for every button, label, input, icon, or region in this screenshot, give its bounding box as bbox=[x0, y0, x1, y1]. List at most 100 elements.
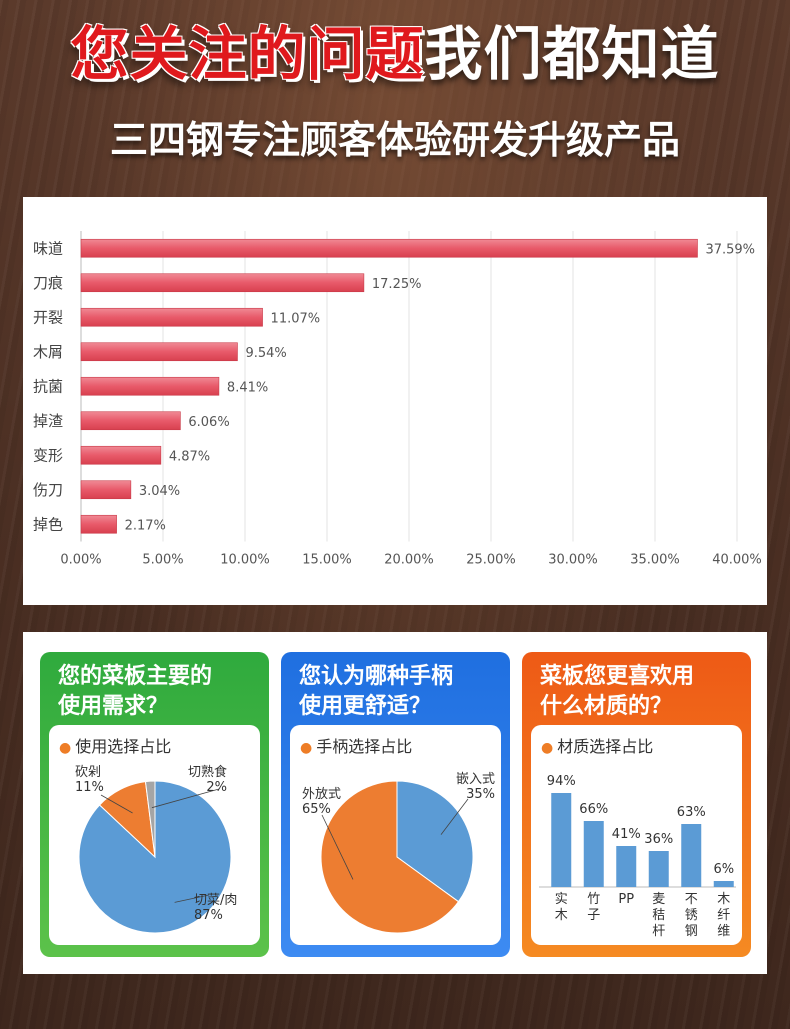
column-value-label: 66% bbox=[579, 802, 608, 817]
handle-label-text: 手柄选择占比 bbox=[316, 737, 413, 756]
bar bbox=[80, 273, 365, 293]
value-label: 2.17% bbox=[125, 518, 166, 533]
pie-slice-percent: 11% bbox=[75, 780, 104, 795]
value-label: 6.06% bbox=[188, 415, 229, 430]
usage-card-title: 您的菜板主要的 使用需求？ bbox=[58, 662, 258, 722]
column-category-label: 实木 bbox=[555, 892, 568, 923]
handle-card-title-line1: 您认为哪种手柄 bbox=[299, 664, 454, 689]
column-category-label: PP bbox=[618, 892, 634, 907]
material-chart-label: ● 材质选择占比 bbox=[541, 733, 653, 757]
leader-line bbox=[440, 798, 469, 835]
column-bar bbox=[648, 851, 669, 887]
value-label: 37.59% bbox=[705, 242, 755, 257]
pie-slice-percent: 65% bbox=[302, 802, 331, 817]
category-label: 味道 bbox=[33, 239, 63, 257]
x-tick-label: 0.00% bbox=[60, 553, 101, 568]
column-bar bbox=[681, 824, 702, 887]
bar bbox=[80, 376, 220, 396]
column-category-label: 麦秸杆 bbox=[652, 892, 665, 939]
column-value-label: 6% bbox=[713, 862, 734, 877]
material-card: 菜板您更喜欢用 什么材质的？ ● 材质选择占比 94% 实木 66% 竹子 41% PP 36… bbox=[522, 652, 751, 957]
pie-slice-label: 嵌入式 bbox=[456, 772, 495, 787]
leader-line bbox=[321, 814, 354, 880]
material-label-text: 材质选择占比 bbox=[557, 737, 654, 756]
bullet-dot-icon: ● bbox=[541, 740, 554, 756]
pie-slice bbox=[78, 780, 232, 934]
pie-slice bbox=[144, 780, 156, 858]
pie-slice-percent: 87% bbox=[194, 908, 223, 923]
column-bar bbox=[713, 881, 734, 887]
handle-chart-box: ● 手柄选择占比 嵌入式 35% 外放式 65% bbox=[290, 725, 501, 945]
pie-slice-percent: 35% bbox=[466, 787, 495, 802]
usage-label-text: 使用选择占比 bbox=[75, 737, 172, 756]
x-tick-label: 10.00% bbox=[220, 553, 270, 568]
x-tick-label: 20.00% bbox=[384, 553, 434, 568]
usage-card-title-line1: 您的菜板主要的 bbox=[58, 664, 213, 689]
column-value-label: 94% bbox=[547, 774, 576, 789]
leader-line bbox=[151, 788, 220, 809]
category-label: 伤刀 bbox=[33, 481, 63, 499]
material-chart-box: ● 材质选择占比 94% 实木 66% 竹子 41% PP 36% 麦秸杆 63% 不锈钢 6% 木纤维 bbox=[531, 725, 742, 945]
usage-card-title-line2: 使用需求？ bbox=[58, 694, 169, 719]
bullet-dot-icon: ● bbox=[59, 740, 72, 756]
column-bar bbox=[551, 793, 572, 887]
bar bbox=[80, 411, 181, 431]
category-label: 刀痕 bbox=[33, 274, 63, 292]
value-label: 9.54% bbox=[245, 346, 286, 361]
pie-slice-percent: 2% bbox=[206, 780, 227, 795]
x-tick-label: 35.00% bbox=[630, 553, 680, 568]
x-tick-label: 25.00% bbox=[466, 553, 516, 568]
usage-card: 您的菜板主要的 使用需求？ ● 使用选择占比 切菜/肉 87% 砍剁 11% 切熟食 2% bbox=[40, 652, 269, 957]
page-subtitle: 三四钢专注顾客体验研发升级产品 bbox=[109, 118, 680, 162]
x-tick-label: 40.00% bbox=[712, 553, 762, 568]
material-card-title: 菜板您更喜欢用 什么材质的？ bbox=[540, 662, 740, 722]
pie-slice bbox=[320, 780, 460, 934]
pie-slice-label: 切菜/肉 bbox=[194, 893, 237, 908]
bar bbox=[80, 307, 263, 327]
bar bbox=[80, 238, 698, 258]
bar bbox=[80, 514, 117, 534]
x-tick-label: 5.00% bbox=[142, 553, 183, 568]
category-label: 抗菌 bbox=[33, 377, 63, 395]
category-label: 变形 bbox=[33, 446, 63, 464]
value-label: 11.07% bbox=[271, 311, 321, 326]
value-label: 8.41% bbox=[227, 380, 268, 395]
x-tick-label: 15.00% bbox=[302, 553, 352, 568]
material-card-title-line1: 菜板您更喜欢用 bbox=[540, 664, 695, 689]
pie-slice-label: 砍剁 bbox=[75, 765, 101, 780]
value-label: 17.25% bbox=[372, 277, 422, 292]
defect-bar-chart: 0.00% 5.00% 10.00% 15.00% 20.00% 25.00% 30.00%… bbox=[33, 231, 762, 568]
column-category-label: 木纤维 bbox=[717, 892, 730, 939]
handle-chart-label: ● 手柄选择占比 bbox=[300, 733, 412, 757]
bar bbox=[80, 342, 238, 362]
usage-chart-box: ● 使用选择占比 切菜/肉 87% 砍剁 11% 切熟食 2% bbox=[49, 725, 260, 945]
column-bar bbox=[616, 846, 637, 887]
pie-slice bbox=[396, 780, 474, 903]
column-category-label: 不锈钢 bbox=[685, 892, 698, 939]
handle-card-title: 您认为哪种手柄 使用更舒适？ bbox=[299, 662, 499, 722]
handle-card: 您认为哪种手柄 使用更舒适？ ● 手柄选择占比 嵌入式 35% 外放式 65% bbox=[281, 652, 510, 957]
handle-card-title-line2: 使用更舒适？ bbox=[299, 694, 432, 719]
material-card-title-line2: 什么材质的？ bbox=[540, 694, 673, 719]
title-white: 我们都知道 bbox=[424, 20, 720, 88]
column-value-label: 36% bbox=[644, 832, 673, 847]
category-label: 掉渣 bbox=[33, 412, 63, 430]
column-value-label: 63% bbox=[677, 805, 706, 820]
column-category-label: 竹子 bbox=[587, 892, 600, 923]
value-label: 3.04% bbox=[139, 484, 180, 499]
bar bbox=[80, 480, 132, 500]
column-bar bbox=[583, 821, 604, 887]
leader-line bbox=[174, 894, 210, 903]
leader-line bbox=[100, 794, 133, 814]
column-value-label: 41% bbox=[612, 827, 641, 842]
title-red: 您关注的问题 bbox=[70, 20, 425, 88]
x-tick-label: 30.00% bbox=[548, 553, 598, 568]
pie-slice-label: 切熟食 bbox=[188, 764, 227, 780]
defect-bar-chart-panel: 0.00% 5.00% 10.00% 15.00% 20.00% 25.00% 30.00%… bbox=[23, 197, 767, 605]
value-label: 4.87% bbox=[169, 449, 210, 464]
category-label: 开裂 bbox=[33, 308, 63, 326]
category-label: 木屑 bbox=[33, 343, 63, 361]
bullet-dot-icon: ● bbox=[300, 740, 313, 756]
